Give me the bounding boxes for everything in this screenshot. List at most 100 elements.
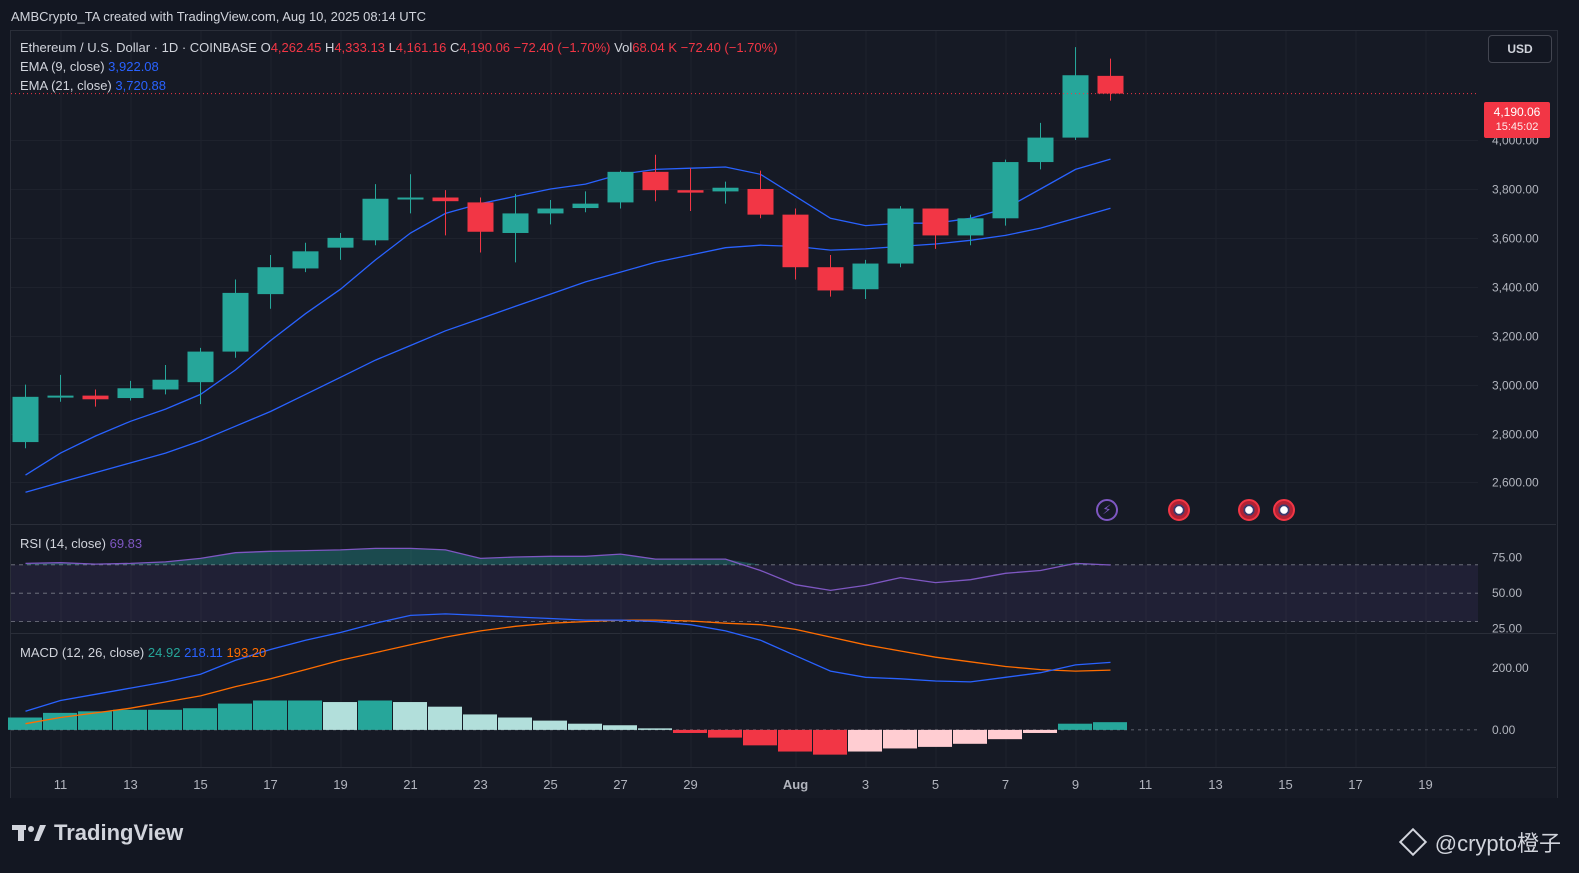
close-value: 4,190.06 bbox=[459, 40, 511, 55]
volume-label: Vol bbox=[614, 40, 633, 55]
ema21-legend[interactable]: EMA (21, close) 3,720.88 bbox=[20, 78, 166, 93]
candle-body bbox=[537, 208, 564, 214]
macd-histogram-bar bbox=[323, 702, 357, 730]
macd-histogram-bar bbox=[428, 706, 462, 730]
volume-change-value: −72.40 (−1.70%) bbox=[680, 40, 778, 55]
open-value: 4,262.45 bbox=[270, 40, 322, 55]
rsi-band bbox=[11, 564, 1478, 622]
last-price-tag: 4,190.06 15:45:02 bbox=[1484, 102, 1550, 138]
candle-body bbox=[187, 351, 214, 383]
candle-body bbox=[677, 190, 704, 193]
macd-histogram-bar bbox=[183, 708, 217, 730]
macd-histogram-bar bbox=[883, 729, 917, 749]
low-label: L bbox=[388, 40, 396, 55]
time-tick-label: 13 bbox=[123, 777, 137, 792]
time-tick-label: 19 bbox=[1418, 777, 1432, 792]
price-tick-label: 3,200.00 bbox=[1492, 330, 1539, 344]
candle-body bbox=[397, 197, 424, 200]
time-tick-label: 15 bbox=[193, 777, 207, 792]
candle-body bbox=[292, 251, 319, 269]
price-tick-label: 2,600.00 bbox=[1492, 476, 1539, 490]
us-flag-event-icon[interactable] bbox=[1168, 499, 1190, 521]
change-value: −72.40 (−1.70%) bbox=[513, 40, 611, 55]
ema9-label: EMA (9, close) bbox=[20, 59, 105, 74]
candle-body bbox=[502, 213, 529, 233]
tradingview-logo-text: TradingView bbox=[54, 820, 184, 845]
price-tick-label: 3,400.00 bbox=[1492, 281, 1539, 295]
macd-histogram-bar bbox=[393, 702, 427, 730]
macd-histogram-bar bbox=[358, 700, 392, 730]
macd-tick-label: 200.00 bbox=[1492, 661, 1529, 675]
time-tick-label: 23 bbox=[473, 777, 487, 792]
candle-body bbox=[362, 198, 389, 241]
ema9-value: 3,922.08 bbox=[108, 59, 159, 74]
time-tick-label: 29 bbox=[683, 777, 697, 792]
binance-diamond-icon bbox=[1398, 827, 1427, 857]
candle-body bbox=[887, 208, 914, 264]
currency-button[interactable]: USD bbox=[1488, 35, 1552, 63]
candle-body bbox=[992, 162, 1019, 219]
signal-value: 193.20 bbox=[226, 645, 267, 660]
candle-body bbox=[1097, 75, 1124, 94]
macd-histogram-bar bbox=[8, 717, 42, 730]
bolt-event-icon[interactable]: ⚡ bbox=[1096, 499, 1118, 521]
time-tick-label: 19 bbox=[333, 777, 347, 792]
candle-body bbox=[957, 218, 984, 236]
time-tick-label: 9 bbox=[1072, 777, 1079, 792]
candle-body bbox=[572, 203, 599, 209]
last-price-value: 4,190.06 bbox=[1493, 105, 1541, 119]
macd-histogram-bar bbox=[113, 709, 147, 730]
candle-body bbox=[607, 171, 634, 203]
ema9-legend[interactable]: EMA (9, close) 3,922.08 bbox=[20, 59, 159, 74]
time-tick-label: 17 bbox=[263, 777, 277, 792]
macd-histogram-bar bbox=[148, 709, 182, 730]
candle-body bbox=[47, 395, 74, 398]
macd-tick-label: 0.00 bbox=[1492, 723, 1516, 737]
candle-body bbox=[117, 388, 144, 399]
chart-frame[interactable] bbox=[10, 30, 1558, 800]
macd-histogram-bar bbox=[288, 700, 322, 730]
candle-body bbox=[257, 267, 284, 295]
macd-hist-value: 24.92 bbox=[147, 645, 181, 660]
candle-body bbox=[922, 208, 949, 236]
candle-body bbox=[1062, 75, 1089, 138]
rsi-line bbox=[25, 547, 1111, 592]
macd-histogram-bar bbox=[43, 712, 77, 730]
candle-body bbox=[152, 379, 179, 390]
macd-label: MACD (12, 26, close) bbox=[20, 645, 145, 660]
macd-histogram-bar bbox=[673, 729, 707, 733]
macd-histogram-bar bbox=[1058, 723, 1092, 730]
time-tick-label: Aug bbox=[783, 777, 808, 792]
macd-line bbox=[25, 613, 1111, 712]
macd-value: 218.11 bbox=[184, 645, 223, 660]
macd-histogram-bar bbox=[533, 720, 567, 730]
rsi-tick-label: 25.00 bbox=[1492, 622, 1522, 636]
macd-histogram-bar bbox=[988, 729, 1022, 740]
close-label: C bbox=[450, 40, 460, 55]
rsi-legend[interactable]: RSI (14, close) 69.83 bbox=[20, 536, 142, 551]
time-tick-label: 13 bbox=[1208, 777, 1222, 792]
time-tick-label: 3 bbox=[862, 777, 869, 792]
time-tick-label: 15 bbox=[1278, 777, 1292, 792]
chart-credit: AMBCrypto_TA created with TradingView.co… bbox=[11, 9, 427, 24]
tradingview-mark-icon bbox=[12, 823, 46, 843]
watermark: @crypto橙子 bbox=[1398, 826, 1561, 858]
macd-histogram-bar bbox=[253, 700, 287, 730]
volume-value: 68.04 K bbox=[632, 40, 678, 55]
us-flag-event-icon[interactable] bbox=[1238, 499, 1260, 521]
time-tick-label: 11 bbox=[54, 777, 68, 792]
macd-histogram-bar bbox=[498, 717, 532, 730]
time-tick-label: 11 bbox=[1139, 777, 1153, 792]
macd-legend[interactable]: MACD (12, 26, close) 24.92 218.11 193.20 bbox=[20, 645, 266, 660]
time-tick-label: 7 bbox=[1002, 777, 1009, 792]
macd-histogram-bar bbox=[603, 725, 637, 730]
ema9-line bbox=[25, 158, 1111, 476]
candle-body bbox=[432, 197, 459, 202]
tradingview-logo: TradingView bbox=[12, 820, 183, 846]
symbol-title[interactable]: Ethereum / U.S. Dollar · 1D · COINBASE bbox=[20, 40, 257, 55]
candle-body bbox=[327, 237, 354, 248]
rsi-tick-label: 75.00 bbox=[1492, 551, 1522, 565]
candle-body bbox=[1027, 137, 1054, 163]
us-flag-event-icon[interactable] bbox=[1273, 499, 1295, 521]
